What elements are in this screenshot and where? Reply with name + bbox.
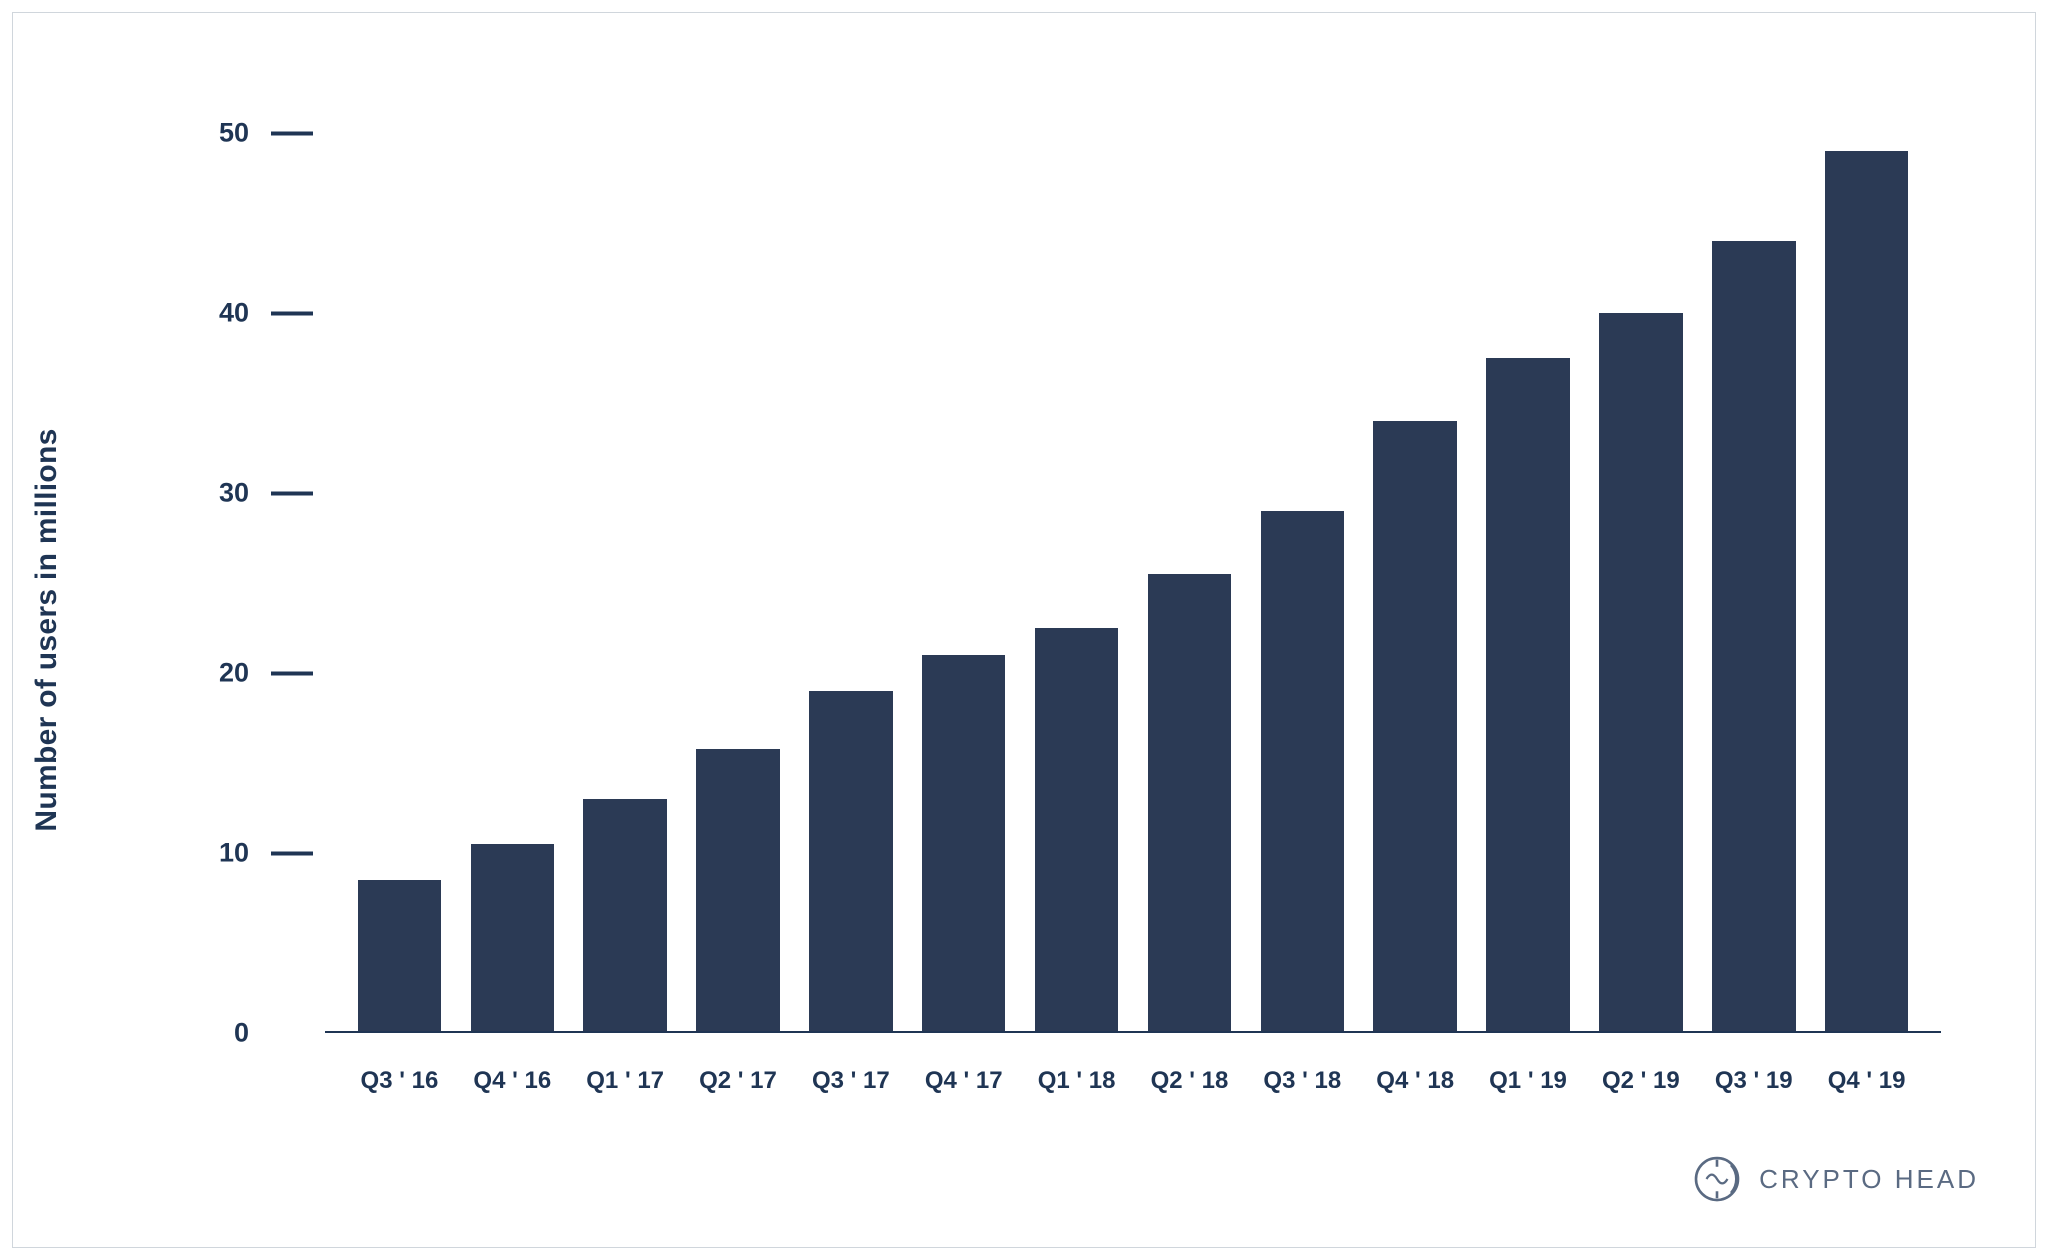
bar: [1148, 574, 1232, 1033]
bar: [1373, 421, 1457, 1033]
bar-slot: [569, 133, 682, 1033]
y-axis: 01020304050: [193, 133, 313, 1033]
x-tick-label: Q3 ' 16: [343, 1067, 456, 1095]
x-tick-label: Q1 ' 17: [569, 1067, 682, 1095]
x-tick-label: Q4 ' 19: [1810, 1067, 1923, 1095]
bar-slot: [1246, 133, 1359, 1033]
x-tick-label: Q2 ' 19: [1584, 1067, 1697, 1095]
bar-slot: [682, 133, 795, 1033]
bar: [696, 749, 780, 1033]
bar: [1261, 511, 1345, 1033]
bar: [1035, 628, 1119, 1033]
bar: [471, 844, 555, 1033]
brand-text: CRYPTO HEAD: [1759, 1164, 1979, 1195]
bar: [1825, 151, 1909, 1033]
x-tick-label: Q3 ' 19: [1697, 1067, 1810, 1095]
y-tick-label: 20: [219, 658, 271, 689]
x-axis-labels: Q3 ' 16Q4 ' 16Q1 ' 17Q2 ' 17Q3 ' 17Q4 ' …: [333, 1067, 1933, 1095]
bar-slot: [1359, 133, 1472, 1033]
chart-frame: Number of users in millions 01020304050 …: [12, 12, 2036, 1248]
chart-area: 01020304050 Q3 ' 16Q4 ' 16Q1 ' 17Q2 ' 17…: [193, 133, 1933, 1033]
x-axis-baseline: [325, 1031, 1941, 1033]
bar-slot: [343, 133, 456, 1033]
y-tick: 0: [193, 1018, 313, 1049]
y-tick-mark: [271, 131, 313, 135]
x-tick-label: Q2 ' 18: [1133, 1067, 1246, 1095]
y-tick: 30: [193, 478, 313, 509]
bars-container: [333, 133, 1933, 1033]
bar-slot: [907, 133, 1020, 1033]
bar: [922, 655, 1006, 1033]
y-tick-label: 40: [219, 298, 271, 329]
y-tick: 50: [193, 118, 313, 149]
y-tick-mark: [271, 491, 313, 495]
plot-region: [333, 133, 1933, 1033]
y-tick-label: 50: [219, 118, 271, 149]
x-tick-label: Q3 ' 17: [794, 1067, 907, 1095]
y-tick-label: 30: [219, 478, 271, 509]
bar-slot: [1472, 133, 1585, 1033]
bar: [1599, 313, 1683, 1033]
bar-slot: [1133, 133, 1246, 1033]
y-tick-mark: [271, 671, 313, 675]
x-tick-label: Q1 ' 19: [1472, 1067, 1585, 1095]
brand-logo-icon: [1689, 1151, 1745, 1207]
y-tick-label: 0: [234, 1018, 313, 1049]
y-tick: 20: [193, 658, 313, 689]
y-axis-title: Number of users in millions: [30, 428, 64, 831]
bar: [809, 691, 893, 1033]
bar: [1486, 358, 1570, 1033]
x-tick-label: Q2 ' 17: [682, 1067, 795, 1095]
x-tick-label: Q3 ' 18: [1246, 1067, 1359, 1095]
bar-slot: [794, 133, 907, 1033]
bar-slot: [1584, 133, 1697, 1033]
y-tick-mark: [271, 311, 313, 315]
brand-watermark: CRYPTO HEAD: [1689, 1151, 1979, 1207]
y-tick-mark: [271, 851, 313, 855]
bar-slot: [1697, 133, 1810, 1033]
bar: [1712, 241, 1796, 1033]
bar: [583, 799, 667, 1033]
y-tick-label: 10: [219, 838, 271, 869]
y-tick: 40: [193, 298, 313, 329]
bar-slot: [1020, 133, 1133, 1033]
bar-slot: [456, 133, 569, 1033]
bar: [358, 880, 442, 1033]
y-tick: 10: [193, 838, 313, 869]
x-tick-label: Q4 ' 17: [907, 1067, 1020, 1095]
x-tick-label: Q1 ' 18: [1020, 1067, 1133, 1095]
x-tick-label: Q4 ' 16: [456, 1067, 569, 1095]
x-tick-label: Q4 ' 18: [1359, 1067, 1472, 1095]
bar-slot: [1810, 133, 1923, 1033]
